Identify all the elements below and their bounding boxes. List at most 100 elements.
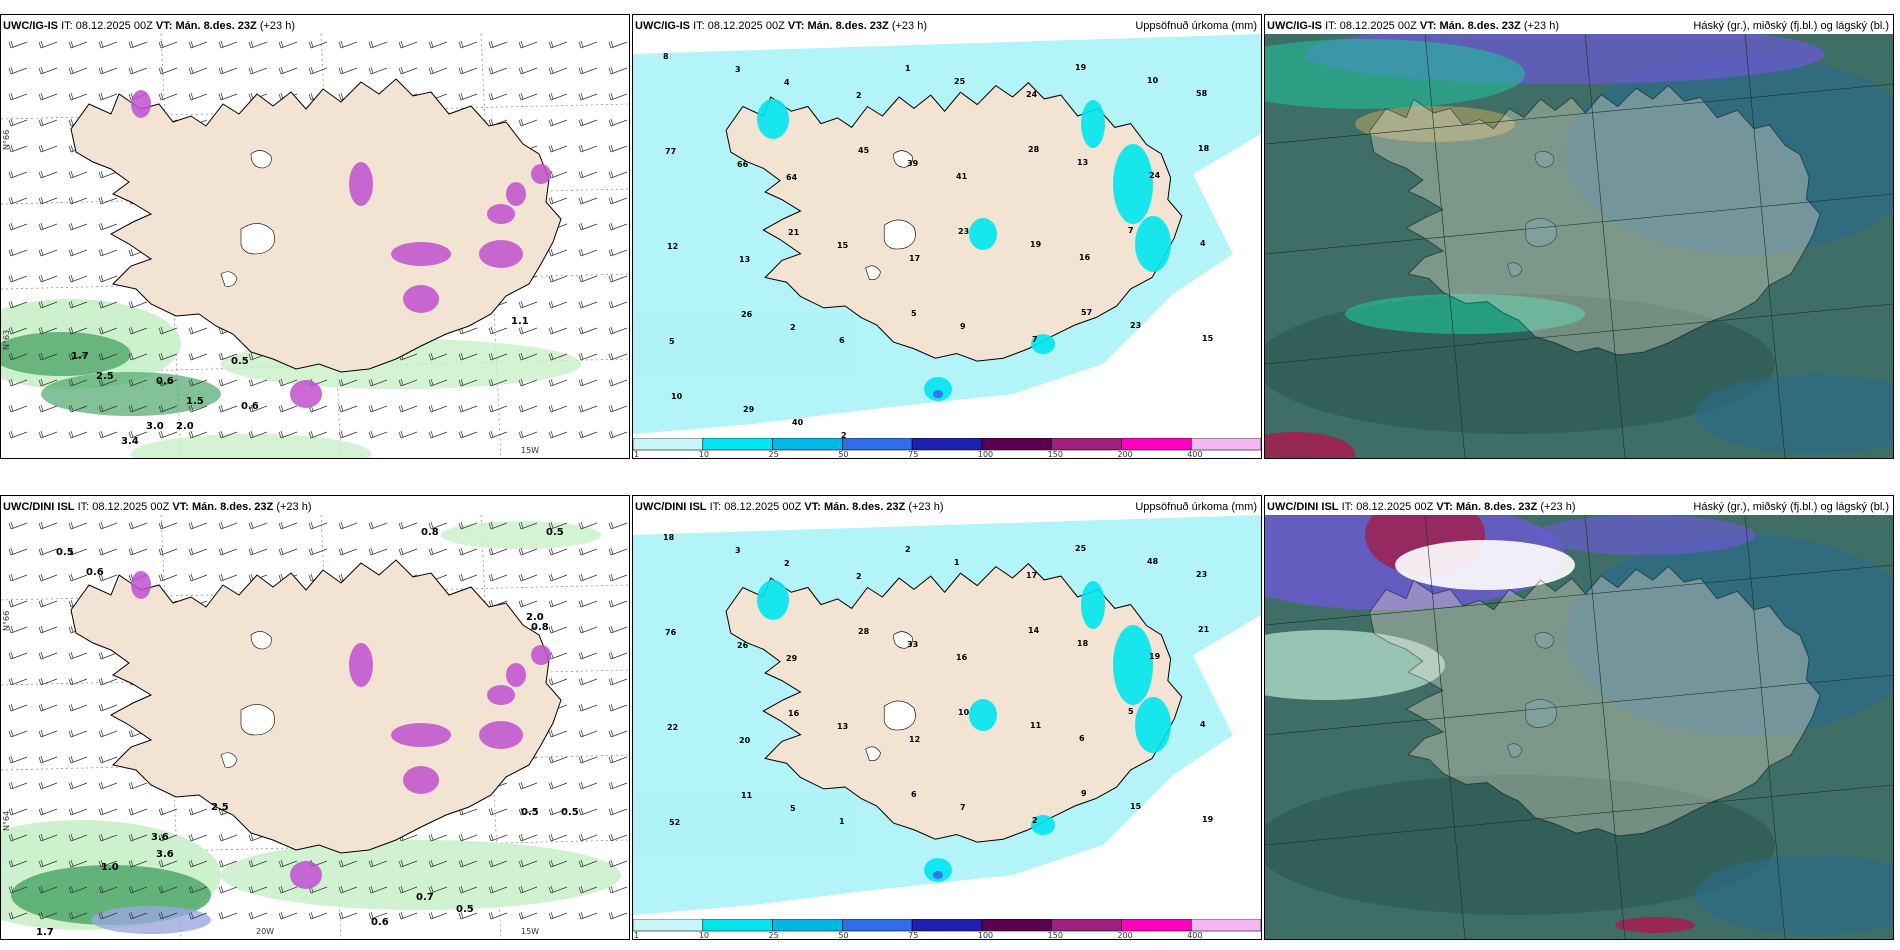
- graticule-line: [160, 34, 182, 458]
- wind-barb: [248, 430, 268, 439]
- wind-barb: [98, 40, 118, 49]
- wind-barb: [68, 573, 88, 582]
- wind-barb: [278, 404, 298, 413]
- wind-barb: [338, 378, 358, 387]
- longitude-label: 20W: [256, 927, 274, 936]
- contour-value: 0.5: [521, 807, 539, 818]
- wind-barb: [548, 274, 568, 283]
- wind-barb: [98, 404, 118, 413]
- wind-barb: [458, 547, 478, 556]
- wind-barb: [608, 703, 628, 712]
- precip-value: 33: [907, 640, 918, 649]
- precip-value: 25: [1075, 544, 1087, 553]
- panel-header: UWC/DINI ISL IT: 08.12.2025 00Z VT: Mán.…: [3, 500, 627, 514]
- wind-barb: [548, 859, 568, 868]
- snow-area: [531, 645, 551, 665]
- wind-barb: [38, 300, 58, 309]
- wind-barb: [338, 885, 358, 894]
- wind-barb: [38, 729, 58, 738]
- wind-barb: [8, 66, 28, 75]
- wind-barb: [578, 352, 598, 361]
- wind-barb: [128, 807, 148, 816]
- wind-barb: [458, 859, 478, 868]
- wind-barb: [608, 378, 628, 387]
- wind-barb: [488, 92, 508, 101]
- wind-barb: [488, 833, 508, 842]
- graticule-line: [1584, 515, 1626, 939]
- wind-barb: [308, 521, 328, 530]
- model-name: UWC/DINI ISL: [3, 501, 75, 513]
- wind-barb: [8, 521, 28, 530]
- contour-value: 1.7: [36, 927, 54, 938]
- precip-area: [1081, 100, 1105, 148]
- precip-area: [1113, 625, 1153, 705]
- wind-barb: [548, 196, 568, 205]
- wind-barb: [608, 833, 628, 842]
- wind-barb: [188, 573, 208, 582]
- precip-area: [969, 699, 997, 731]
- wind-barb: [518, 885, 538, 894]
- wind-barb: [548, 66, 568, 75]
- wind-barb: [68, 781, 88, 790]
- wind-barb: [578, 40, 598, 49]
- legend-swatch: [842, 438, 913, 451]
- wind-barb: [98, 911, 118, 920]
- precip-value: 19: [1202, 815, 1214, 824]
- contour-value: 0.8: [421, 527, 439, 538]
- wind-barb: [608, 911, 628, 920]
- wind-barb: [548, 300, 568, 309]
- wind-barb: [8, 651, 28, 660]
- precip-value: 15: [1202, 334, 1214, 343]
- precip-area: [1081, 581, 1105, 629]
- wind-barb: [578, 326, 598, 335]
- wind-barb: [98, 326, 118, 335]
- wind-barb: [38, 430, 58, 439]
- wind-barb: [158, 404, 178, 413]
- wind-barb: [158, 573, 178, 582]
- wind-barb: [98, 547, 118, 556]
- wind-barb: [548, 885, 568, 894]
- wind-barb: [188, 378, 208, 387]
- graticule-line: [1265, 83, 1893, 145]
- wind-barb: [608, 521, 628, 530]
- precip-value: 5: [1128, 707, 1134, 716]
- wind-barb: [338, 404, 358, 413]
- cloud-area: [1265, 630, 1445, 700]
- precip-value: 9: [1081, 789, 1087, 798]
- wind-barb: [188, 352, 208, 361]
- wind-barb: [8, 118, 28, 127]
- precip-value: 13: [837, 722, 848, 731]
- snow-shading: [131, 571, 551, 889]
- wind-barb: [68, 807, 88, 816]
- wind-barb: [368, 40, 388, 49]
- precip-value: 76: [665, 628, 677, 637]
- wind-barb: [608, 352, 628, 361]
- snow-area: [531, 164, 551, 184]
- wind-barb: [128, 859, 148, 868]
- wind-barb: [368, 911, 388, 920]
- wind-barb: [458, 911, 478, 920]
- wind-map: 0.5 0.6 0.8 0.5 2.5 3.6 3.6 0.5 0.7 0.5 0.6 0.5 1.7 2…: [1, 515, 629, 939]
- wind-barb: [158, 352, 178, 361]
- rain-area: [1, 332, 131, 376]
- wind-barb: [218, 833, 238, 842]
- wind-barb: [8, 599, 28, 608]
- wind-barb: [578, 599, 598, 608]
- wind-barb: [608, 274, 628, 283]
- wind-barb: [578, 196, 598, 205]
- wind-barb: [38, 677, 58, 686]
- wind-barb: [518, 40, 538, 49]
- precip-value: 10: [1147, 76, 1159, 85]
- wind-barb: [218, 859, 238, 868]
- wind-barb: [188, 859, 208, 868]
- wind-barb: [218, 911, 238, 920]
- wind-barb: [188, 547, 208, 556]
- wind-barb: [188, 66, 208, 75]
- wind-barb: [8, 404, 28, 413]
- wind-barb: [8, 703, 28, 712]
- wind-barb: [608, 729, 628, 738]
- wind-barb: [278, 430, 298, 439]
- wind-barb: [308, 547, 328, 556]
- panel-ig-precip: UWC/IG-IS IT: 08.12.2025 00Z VT: Mán. 8.…: [632, 14, 1262, 459]
- wind-barb: [158, 859, 178, 868]
